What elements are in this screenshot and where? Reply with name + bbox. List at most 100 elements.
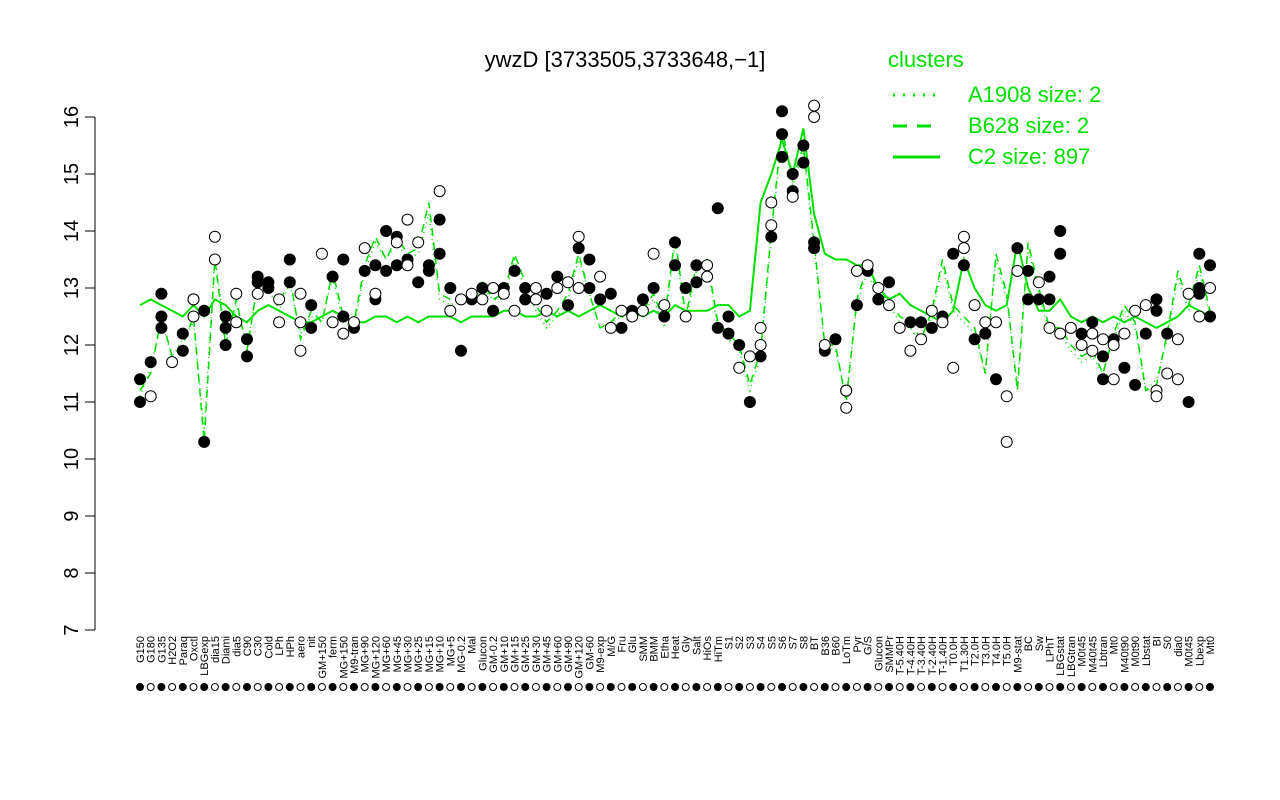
x-rug-marker [1195,683,1204,691]
x-rug-marker [842,683,851,691]
x-rug-marker [435,683,444,691]
x-tick-label: MG+150 [338,636,350,679]
y-tick-label: 11 [61,392,83,413]
x-rug-marker [1141,683,1150,691]
data-point-open [465,287,478,300]
x-rug-marker [531,683,540,691]
x-tick-label: HiOs [702,636,714,661]
y-tick-label: 14 [61,220,83,242]
x-tick-label: Etha [659,635,671,659]
data-point-open [390,236,403,249]
data-point-open [615,304,628,317]
x-tick-label: G150 [135,636,147,663]
data-point-open [487,282,500,294]
data-point-filled [1032,293,1045,306]
x-rug-marker [414,683,423,691]
data-point-filled [636,293,649,306]
data-point-open [701,259,714,272]
x-rug-marker [1013,683,1022,691]
data-point-filled [658,310,671,323]
data-point-open [1086,344,1099,357]
data-point-open [1204,282,1216,294]
data-point-filled [947,247,960,260]
data-point-filled [690,259,703,272]
x-tick-label: LBGtran [1066,636,1078,677]
x-tick-label: LBGexp [199,636,211,676]
data-point-filled [176,327,189,340]
data-point-filled [1054,247,1067,260]
x-rug-marker [307,683,316,691]
x-rug-marker [328,683,337,691]
data-point-open [572,230,585,243]
x-tick-label: Oxctl [189,636,201,661]
x-tick-label: M0t45 [1184,636,1196,667]
x-rug-marker [724,683,733,691]
data-point-filled [925,321,938,334]
x-tick-label: M/G [606,636,618,657]
data-point-filled [444,282,457,294]
data-point-filled [1161,327,1174,340]
x-tick-label: T1.30H [959,636,971,672]
data-point-filled [1193,282,1206,294]
x-tick-label: B36 [820,636,832,656]
x-tick-label: SMM [638,636,650,662]
data-point-filled [369,259,382,272]
data-point-filled [1043,293,1056,306]
x-tick-label: T-4.40H [905,636,917,675]
x-tick-label: LPhT [1045,636,1057,663]
x-rug-marker [424,683,433,691]
x-rug-marker [863,683,872,691]
x-tick-label: M0t45 [1077,636,1089,667]
data-point-open [808,111,821,123]
data-point-filled [1075,327,1088,340]
x-rug-marker [1131,683,1140,691]
x-tick-label: MG+120 [370,636,382,679]
x-rug-marker [638,683,647,691]
data-point-filled [615,321,628,334]
x-tick-label: GM+120 [574,636,586,679]
data-point-filled [1150,304,1163,317]
data-point-open [872,282,885,294]
x-rug-marker [371,683,380,691]
x-tick-label: S2 [734,636,746,649]
data-point-filled [1097,373,1109,386]
x-tick-label: MG+10 [435,636,447,672]
x-tick-label: Lbexp [1194,636,1206,666]
x-rug-marker [1163,683,1172,691]
data-point-open [743,350,756,363]
x-rug-marker [981,683,990,691]
x-tick-label: MG+90 [360,636,372,672]
data-point-filled [1054,225,1067,237]
x-tick-label: HPh [285,636,297,657]
data-point-filled [1139,327,1152,340]
data-point-filled [358,264,371,277]
data-point-open [1000,435,1013,448]
x-rug-marker [756,683,765,691]
x-rug-marker [253,683,262,691]
data-point-filled [733,339,746,351]
data-point-filled [176,344,189,357]
data-point-filled [743,396,756,408]
x-rug-marker [264,683,273,691]
data-point-open [904,344,917,357]
x-tick-label: ferm [328,636,340,658]
x-rug-marker [992,683,1000,691]
data-point-open [208,230,221,243]
x-tick-label: Mt0 [1205,636,1217,654]
data-point-open [1064,321,1077,334]
data-point-open [1171,373,1184,386]
x-tick-label: M9-stat [1012,636,1024,673]
x-tick-label: dia5 [231,636,243,657]
data-point-open [251,287,264,300]
x-rug-marker [703,683,712,691]
data-point-open [294,287,307,300]
x-rug-marker [1184,683,1193,691]
data-point-open [476,293,489,306]
data-point-filled [508,264,521,277]
data-point-filled [476,282,489,294]
x-rug-marker [628,683,637,691]
x-tick-label: B60 [831,636,843,656]
data-point-filled [669,259,681,272]
x-tick-label: Sw [1034,636,1046,651]
data-point-open [1075,339,1088,351]
